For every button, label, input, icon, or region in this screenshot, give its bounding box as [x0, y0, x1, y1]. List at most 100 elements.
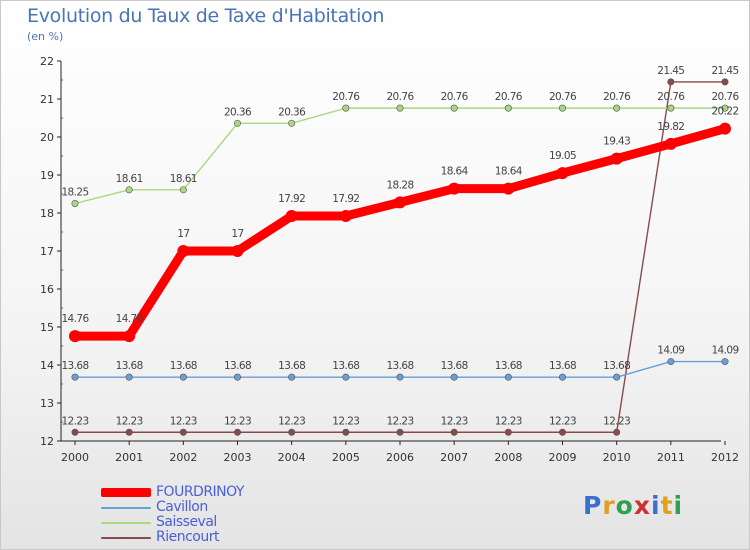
data-label: 13.68 — [495, 360, 522, 372]
x-tick-label: 2008 — [494, 451, 522, 464]
data-point — [504, 428, 512, 436]
data-point — [288, 119, 296, 127]
data-label: 18.61 — [170, 173, 197, 185]
data-label: 13.68 — [549, 360, 576, 372]
legend-label: Cavillon — [156, 499, 208, 515]
data-label: 19.82 — [657, 121, 684, 133]
data-label: 12.23 — [495, 415, 522, 427]
data-point — [342, 428, 350, 436]
x-tick-label: 2006 — [386, 451, 414, 464]
data-label: 19.43 — [603, 136, 630, 148]
data-point — [125, 428, 133, 436]
data-point — [504, 373, 512, 381]
data-label: 12.23 — [224, 415, 251, 427]
data-label: 20.76 — [549, 91, 577, 103]
data-point — [71, 373, 79, 381]
data-label: 17.92 — [332, 193, 359, 205]
chart-axes: 12 13 14 15 16 17 18 19 20 21 22 2000 2001 2002 2003 20… — [40, 55, 739, 464]
data-point — [288, 373, 296, 381]
data-point — [667, 358, 675, 366]
y-tick-label: 13 — [40, 397, 54, 410]
x-tick-label: 2012 — [711, 451, 739, 464]
data-label: 18.61 — [116, 173, 143, 185]
data-label: 21.45 — [711, 65, 738, 77]
data-label: 13.68 — [441, 360, 468, 372]
data-point — [667, 104, 675, 112]
data-label: 12.23 — [278, 415, 305, 427]
legend-swatch — [101, 488, 151, 497]
data-label: 20.36 — [224, 106, 252, 118]
data-label: 20.36 — [278, 106, 306, 118]
logo-letter: P — [583, 491, 603, 520]
data-label: 18.64 — [495, 166, 523, 178]
x-tick-label: 2000 — [61, 451, 89, 464]
y-tick-label: 21 — [40, 93, 54, 106]
legend-swatch — [101, 536, 151, 539]
logo-letter: i — [651, 491, 661, 520]
data-label: 13.68 — [386, 360, 413, 372]
x-tick-label: 2011 — [657, 451, 685, 464]
data-label: 13.68 — [603, 360, 630, 372]
data-point — [231, 245, 244, 257]
data-label: 18.64 — [441, 166, 469, 178]
proxiti-logo: Proxiti — [583, 491, 683, 520]
y-tick-label: 17 — [40, 245, 54, 258]
legend-swatch — [101, 521, 151, 524]
data-label: 14.09 — [711, 345, 738, 357]
data-point — [450, 373, 458, 381]
data-label: 21.45 — [657, 65, 684, 77]
chart-subtitle: (en %) — [27, 30, 64, 43]
x-tick-label: 2009 — [549, 451, 577, 464]
data-point — [125, 373, 133, 381]
data-label: 13.68 — [332, 360, 359, 372]
chart-data-labels: 12.23 12.23 12.23 12.23 12.23 12.23 12.23 12.23… — [61, 65, 740, 427]
data-label: 20.76 — [657, 91, 685, 103]
data-point — [719, 122, 731, 135]
data-label: 13.68 — [278, 360, 305, 372]
data-label: 12.23 — [170, 415, 197, 427]
x-tick-label: 2010 — [603, 451, 631, 464]
series-line-fourdrinoy — [70, 124, 730, 341]
data-label: 19.05 — [549, 150, 576, 162]
data-label: 12.23 — [441, 415, 468, 427]
data-label: 12.23 — [603, 415, 630, 427]
data-label: 13.68 — [224, 360, 251, 372]
data-point — [613, 428, 621, 436]
x-tick-label: 2002 — [169, 451, 197, 464]
x-tick-label: 2007 — [440, 451, 468, 464]
data-label: 14.76 — [116, 313, 144, 325]
data-label: 12.23 — [386, 415, 413, 427]
logo-letter: i — [673, 491, 684, 520]
data-point — [504, 104, 512, 112]
data-label: 14.09 — [657, 345, 684, 357]
y-tick-label: 12 — [40, 435, 54, 448]
logo-letter: t — [660, 491, 674, 520]
data-point — [558, 373, 566, 381]
data-label: 17.92 — [278, 193, 305, 205]
data-point — [396, 428, 404, 436]
data-label: 20.22 — [711, 106, 738, 118]
y-tick-label: 22 — [40, 55, 54, 68]
y-tick-label: 14 — [40, 359, 54, 372]
data-point — [179, 186, 187, 194]
data-label: 12.23 — [116, 415, 143, 427]
chart-series-lines — [69, 78, 731, 436]
legend-label: Saisseval — [156, 514, 217, 530]
data-label: 20.76 — [495, 91, 523, 103]
data-point — [667, 78, 675, 86]
data-label: 12.23 — [332, 415, 359, 427]
data-point — [179, 428, 187, 436]
data-point — [721, 104, 729, 112]
x-tick-label: 2001 — [115, 451, 143, 464]
data-label: 14.76 — [61, 313, 89, 325]
data-label: 13.68 — [116, 360, 143, 372]
data-label: 13.68 — [170, 360, 197, 372]
y-tick-label: 15 — [40, 321, 54, 334]
data-point — [396, 373, 404, 381]
data-point — [613, 373, 621, 381]
legend-label: Riencourt — [156, 529, 219, 545]
y-tick-label: 20 — [40, 131, 54, 144]
data-point — [721, 358, 729, 366]
